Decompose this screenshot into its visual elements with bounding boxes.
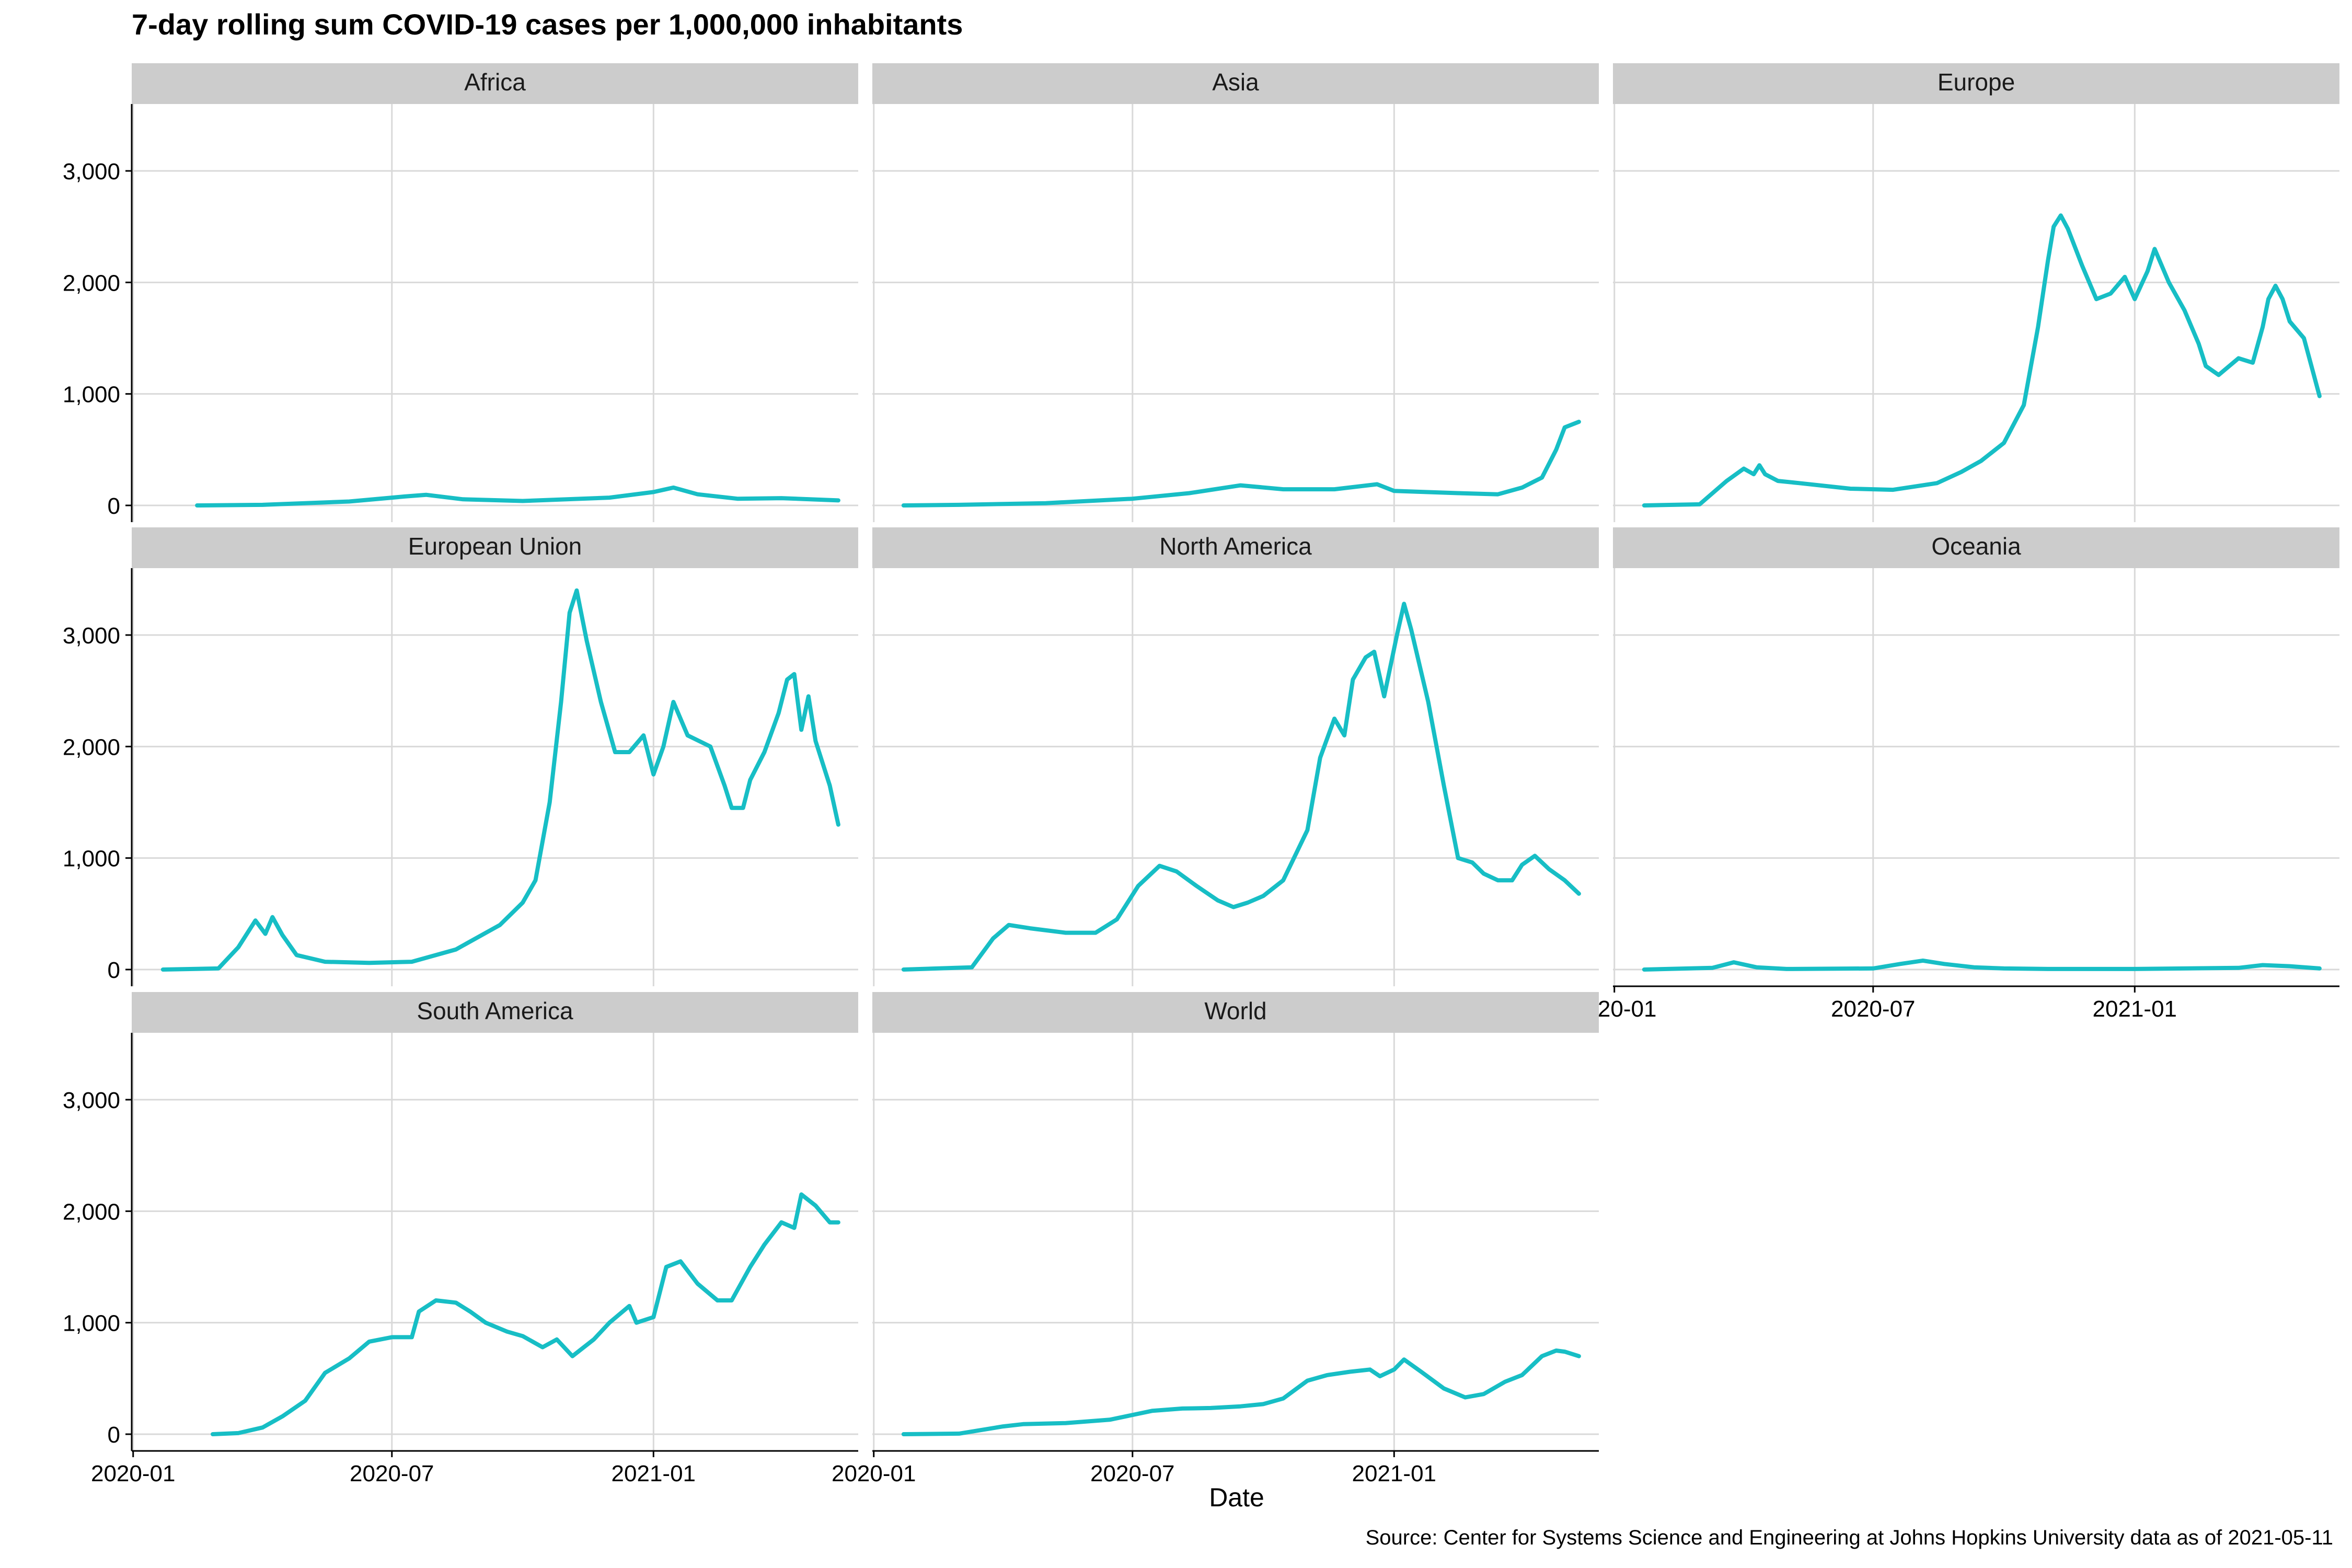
y-tick-label: 2,000	[63, 1199, 120, 1225]
facet-strip-label: North America	[1159, 533, 1312, 560]
x-tick-label: 2020-07	[350, 1461, 434, 1486]
facet-strip	[132, 63, 858, 104]
series-line	[901, 602, 1581, 972]
y-tick-label: 0	[108, 493, 120, 519]
y-tick-label: 1,000	[63, 382, 120, 408]
x-tick-label: 2020-01	[832, 1461, 916, 1486]
facet-strip-label: World	[1204, 997, 1266, 1024]
y-tick-label: 1,000	[63, 1311, 120, 1336]
facet-strip-label: European Union	[408, 533, 582, 560]
series-line	[195, 485, 840, 508]
y-tick-label: 2,000	[63, 270, 120, 296]
y-tick-label: 1,000	[63, 846, 120, 872]
y-tick-label: 3,000	[63, 1088, 120, 1113]
facet-strip	[872, 63, 1599, 104]
x-tick-label: 2020-01	[91, 1461, 175, 1486]
chart-title: 7-day rolling sum COVID-19 cases per 1,0…	[132, 8, 963, 41]
x-tick-label: 2021-01	[2093, 996, 2177, 1022]
y-tick-label: 0	[108, 1422, 120, 1448]
facet-strip	[872, 992, 1599, 1033]
facet-strip-label: Africa	[464, 68, 526, 96]
y-tick-label: 0	[108, 958, 120, 983]
y-tick-label: 3,000	[63, 159, 120, 185]
facet-strip	[132, 992, 858, 1033]
source-caption: Source: Center for Systems Science and E…	[1365, 1526, 2333, 1549]
series-line	[901, 1348, 1581, 1436]
series-line	[901, 420, 1581, 508]
series-line	[1642, 958, 2322, 972]
facet-strip	[872, 527, 1599, 568]
x-tick-label: 2021-01	[1352, 1461, 1436, 1486]
facet-strip-label: Asia	[1212, 68, 1259, 96]
x-tick-label: 2020-07	[1831, 996, 1915, 1022]
facet-strip	[132, 527, 858, 568]
facet-strip	[1613, 63, 2339, 104]
series-line	[211, 1192, 840, 1436]
series-line	[160, 588, 840, 972]
facet-strip-label: Oceania	[1931, 533, 2021, 560]
facet-strip	[1613, 527, 2339, 568]
series-line	[1642, 213, 2322, 508]
facet-strip-label: South America	[417, 997, 573, 1024]
y-tick-label: 2,000	[63, 734, 120, 760]
x-tick-label: 2020-07	[1090, 1461, 1174, 1486]
facet-strip-label: Europe	[1938, 68, 2015, 96]
x-tick-label: 2021-01	[612, 1461, 696, 1486]
y-tick-label: 3,000	[63, 623, 120, 649]
